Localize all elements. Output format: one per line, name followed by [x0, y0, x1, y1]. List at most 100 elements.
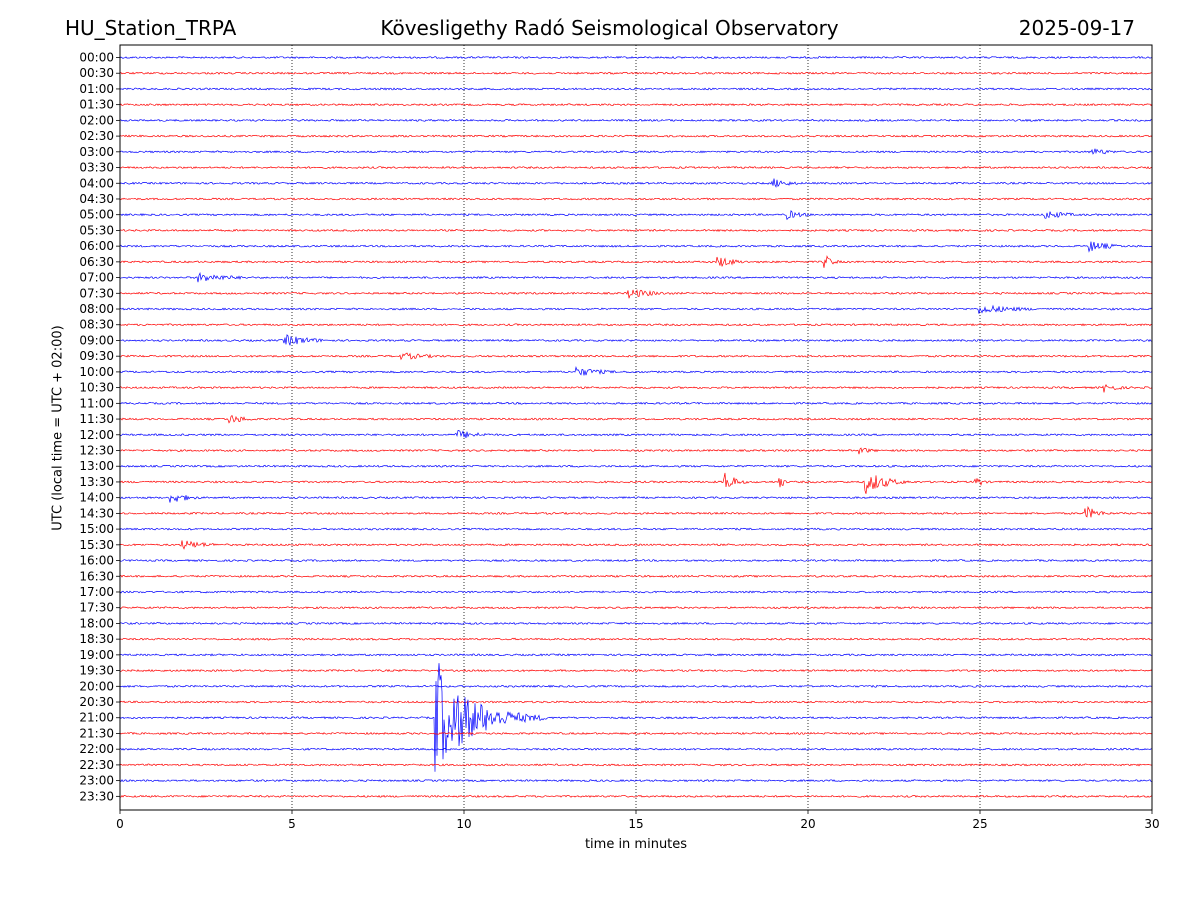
y-tick-label: 01:30 [79, 98, 114, 112]
trace-1930 [120, 669, 1152, 673]
trace-1900 [120, 653, 1152, 657]
y-tick-label: 04:30 [79, 192, 114, 206]
y-tick-label: 20:30 [79, 695, 114, 709]
y-tick-label: 14:30 [79, 506, 114, 520]
y-tick-label: 22:30 [79, 758, 114, 772]
y-tick-label: 17:30 [79, 601, 114, 615]
y-tick-label: 23:00 [79, 774, 114, 788]
trace-0530 [120, 228, 1152, 232]
y-tick-label: 08:30 [79, 318, 114, 332]
trace-2330 [120, 794, 1152, 798]
y-tick-label: 18:30 [79, 632, 114, 646]
trace-0700 [120, 271, 1152, 283]
y-tick-label: 16:30 [79, 569, 114, 583]
trace-0330 [120, 165, 1152, 170]
y-tick-label: 06:00 [79, 239, 114, 253]
y-tick-label: 07:00 [79, 271, 114, 285]
trace-2000 [120, 684, 1152, 688]
y-tick-label: 10:00 [79, 365, 114, 379]
chart-title: Kövesligethy Radó Seismological Observat… [380, 16, 839, 40]
y-tick-label: 11:30 [79, 412, 114, 426]
y-tick-label: 07:30 [79, 286, 114, 300]
x-tick-label: 25 [972, 817, 987, 831]
trace-1600 [120, 558, 1152, 563]
trace-1530 [120, 540, 1152, 550]
trace-0030 [120, 71, 1152, 75]
y-tick-label: 03:30 [79, 161, 114, 175]
x-tick-label: 5 [288, 817, 296, 831]
trace-1100 [120, 401, 1152, 405]
y-tick-label: 12:30 [79, 444, 114, 458]
x-tick-label: 30 [1144, 817, 1159, 831]
y-tick-label: 16:00 [79, 554, 114, 568]
y-tick-label: 12:00 [79, 428, 114, 442]
y-tick-label: 13:30 [79, 475, 114, 489]
y-tick-label: 14:00 [79, 491, 114, 505]
y-tick-label: 18:00 [79, 616, 114, 630]
trace-0100 [120, 87, 1152, 91]
y-tick-label: 15:30 [79, 538, 114, 552]
y-tick-label: 11:00 [79, 396, 114, 410]
y-tick-label: 02:00 [79, 113, 114, 127]
y-tick-label: 00:00 [79, 51, 114, 65]
trace-1500 [120, 527, 1152, 531]
y-tick-label: 19:00 [79, 648, 114, 662]
x-tick-label: 20 [800, 817, 815, 831]
trace-1700 [120, 590, 1152, 594]
trace-1200 [120, 430, 1152, 439]
trace-0400 [120, 178, 1152, 188]
trace-0230 [120, 134, 1152, 138]
trace-2030 [120, 700, 1152, 704]
y-tick-label: 15:00 [79, 522, 114, 536]
trace-2100 [120, 663, 1152, 772]
y-tick-label: 19:30 [79, 664, 114, 678]
chart-date: 2025-09-17 [1018, 16, 1135, 40]
x-tick-label: 0 [116, 817, 124, 831]
y-tick-label: 17:00 [79, 585, 114, 599]
trace-0500 [120, 210, 1152, 221]
y-tick-label: 06:30 [79, 255, 114, 269]
y-tick-label: 09:30 [79, 349, 114, 363]
trace-2230 [120, 763, 1152, 767]
y-tick-label: 05:30 [79, 223, 114, 237]
trace-0200 [120, 118, 1152, 123]
trace-0130 [120, 103, 1152, 107]
trace-1800 [120, 621, 1152, 625]
trace-0000 [120, 55, 1152, 60]
y-tick-label: 01:00 [79, 82, 114, 96]
x-tick-label: 10 [456, 817, 471, 831]
trace-1400 [120, 495, 1152, 503]
y-tick-label: 23:30 [79, 789, 114, 803]
trace-0630 [120, 255, 1152, 268]
trace-1230 [120, 447, 1152, 455]
trace-2300 [120, 779, 1152, 783]
trace-0600 [120, 241, 1152, 253]
trace-1430 [120, 505, 1152, 518]
trace-0730 [120, 289, 1152, 299]
trace-1130 [120, 414, 1152, 424]
trace-0930 [120, 352, 1152, 361]
y-tick-label: 00:30 [79, 66, 114, 80]
trace-1300 [120, 464, 1152, 468]
y-tick-label: 08:00 [79, 302, 114, 316]
x-tick-label: 15 [628, 817, 643, 831]
trace-1330 [120, 472, 1152, 494]
x-axis-label: time in minutes [584, 837, 688, 852]
trace-1830 [120, 637, 1152, 641]
trace-1000 [120, 365, 1152, 376]
y-tick-label: 03:00 [79, 145, 114, 159]
trace-1030 [120, 384, 1152, 393]
y-tick-label: 05:00 [79, 208, 114, 222]
y-tick-label: 22:00 [79, 742, 114, 756]
y-tick-label: 02:30 [79, 129, 114, 143]
trace-2130 [120, 731, 1152, 736]
y-tick-label: 10:30 [79, 381, 114, 395]
y-tick-label: 13:00 [79, 459, 114, 473]
y-tick-label: 09:00 [79, 333, 114, 347]
trace-1630 [120, 574, 1152, 578]
y-tick-label: 21:30 [79, 726, 114, 740]
trace-0300 [120, 148, 1152, 155]
trace-0800 [120, 304, 1152, 314]
trace-2200 [120, 747, 1152, 751]
